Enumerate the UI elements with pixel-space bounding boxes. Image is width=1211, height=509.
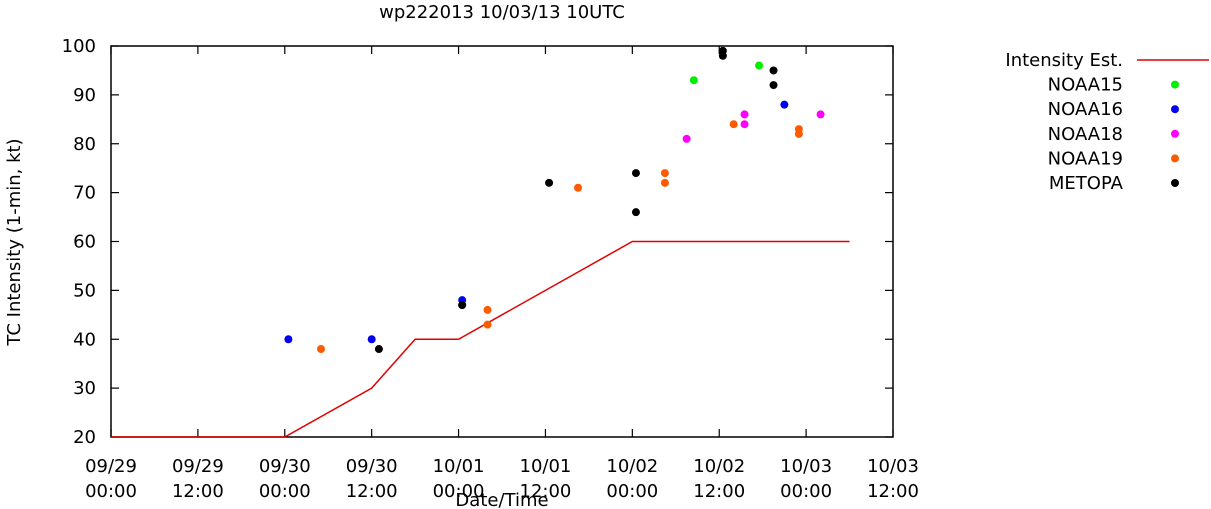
legend-label: NOAA18 <box>1048 124 1123 145</box>
x-tick-time-label: 12:00 <box>867 481 919 502</box>
data-point-noaa19 <box>483 305 492 314</box>
series-metopa <box>374 46 778 354</box>
x-tick-date-label: 09/30 <box>346 456 398 477</box>
chart-title: wp222013 10/03/13 10UTC <box>379 2 625 23</box>
data-point-noaa19 <box>660 169 669 178</box>
data-point-noaa19 <box>483 320 492 329</box>
x-axis: 09/29 00:00 09/29 12:00 09/30 00:00 09/30 12:00… <box>85 46 919 502</box>
x-tick-time-label: 00:00 <box>780 481 832 502</box>
data-point-metopa <box>718 46 727 55</box>
legend-label: METOPA <box>1049 173 1124 194</box>
x-tick-date-label: 09/30 <box>259 456 311 477</box>
data-point-noaa19 <box>729 120 738 129</box>
data-point-metopa <box>374 345 383 354</box>
y-tick-label: 90 <box>73 85 96 106</box>
data-point-noaa19 <box>316 345 325 354</box>
data-point-noaa18 <box>740 110 749 119</box>
x-axis-label: Date/Time <box>455 490 548 509</box>
x-tick-date-label: 10/01 <box>433 456 485 477</box>
x-tick-date-label: 10/03 <box>780 456 832 477</box>
x-tick-date-label: 09/29 <box>85 456 137 477</box>
legend: Intensity Est. NOAA15 NOAA16 NOAA18 NOAA19 ME… <box>1005 50 1209 194</box>
data-point-metopa <box>631 169 640 178</box>
x-tick-time-label: 00:00 <box>85 481 137 502</box>
y-axis-label: TC Intensity (1-min, kt) <box>4 138 25 346</box>
data-point-noaa19 <box>794 125 803 134</box>
y-tick-label: 40 <box>73 329 96 350</box>
data-point-metopa <box>769 66 778 75</box>
x-tick-time-label: 12:00 <box>346 481 398 502</box>
data-point-noaa15 <box>755 61 764 70</box>
x-tick-date-label: 10/02 <box>693 456 745 477</box>
x-tick-time-label: 00:00 <box>259 481 311 502</box>
series-noaa16 <box>284 100 789 344</box>
y-tick-label: 80 <box>73 134 96 155</box>
y-axis: 20 30 40 50 60 70 80 90 100 <box>62 36 893 448</box>
y-tick-label: 100 <box>62 36 96 57</box>
y-tick-label: 60 <box>73 232 96 253</box>
series-noaa15 <box>689 61 764 85</box>
legend-dot-swatch <box>1171 179 1179 187</box>
data-point-metopa <box>458 301 467 310</box>
data-point-noaa18 <box>682 134 691 143</box>
legend-label: Intensity Est. <box>1005 50 1123 71</box>
x-tick-date-label: 09/29 <box>172 456 224 477</box>
data-point-noaa16 <box>284 335 293 344</box>
x-tick-date-label: 10/01 <box>520 456 572 477</box>
legend-label: NOAA19 <box>1048 148 1123 169</box>
data-point-noaa18 <box>740 120 749 129</box>
data-point-metopa <box>631 208 640 217</box>
data-point-noaa16 <box>367 335 376 344</box>
intensity-est-line <box>111 240 850 438</box>
x-tick-date-label: 10/03 <box>867 456 919 477</box>
x-tick-time-label: 12:00 <box>172 481 224 502</box>
series-noaa19 <box>316 120 803 354</box>
y-tick-label: 30 <box>73 378 96 399</box>
legend-dot-swatch <box>1171 80 1179 89</box>
x-tick-date-label: 10/02 <box>606 456 658 477</box>
legend-dot-swatch <box>1171 129 1179 138</box>
plot-area <box>111 46 850 438</box>
data-point-noaa18 <box>816 110 825 119</box>
data-point-metopa <box>769 81 778 90</box>
series-noaa18 <box>682 110 825 143</box>
x-tick-time-label: 00:00 <box>433 481 485 502</box>
data-point-noaa16 <box>780 100 789 109</box>
data-point-noaa19 <box>574 183 583 192</box>
legend-dot-swatch <box>1171 105 1179 114</box>
legend-label: NOAA15 <box>1048 75 1123 96</box>
legend-label: NOAA16 <box>1048 99 1123 120</box>
legend-dot-swatch <box>1171 154 1179 163</box>
x-tick-time-label: 12:00 <box>693 481 745 502</box>
x-tick-time-label: 12:00 <box>520 481 572 502</box>
y-tick-label: 20 <box>73 427 96 448</box>
y-tick-label: 50 <box>73 280 96 301</box>
data-point-metopa <box>545 178 554 187</box>
x-tick-time-label: 00:00 <box>606 481 658 502</box>
data-point-noaa15 <box>689 76 698 85</box>
data-point-noaa19 <box>660 178 669 187</box>
y-tick-label: 70 <box>73 183 96 204</box>
